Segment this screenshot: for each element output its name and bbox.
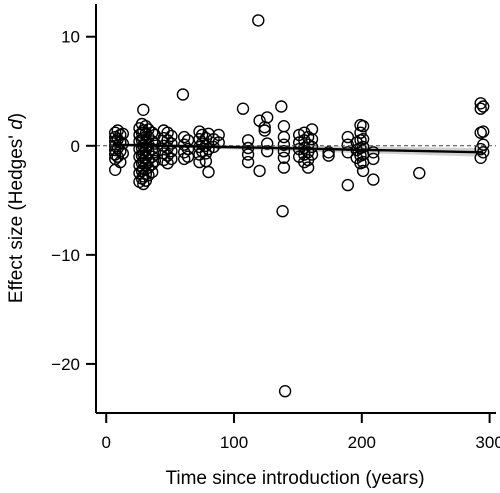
data-point [236, 102, 250, 115]
data-point [212, 128, 225, 142]
data-point [177, 130, 191, 144]
data-point [275, 100, 288, 113]
data-point [114, 155, 127, 169]
data-point [148, 146, 162, 159]
data-point [145, 142, 159, 156]
data-point [176, 88, 190, 101]
data-point [277, 144, 291, 158]
data-point [477, 138, 490, 151]
data-point [261, 111, 274, 124]
data-point [142, 168, 155, 182]
data-point [298, 126, 311, 139]
data-point [202, 165, 215, 179]
data-point [277, 151, 291, 165]
data-point [199, 154, 213, 168]
data-point [341, 146, 354, 159]
data-point [253, 164, 266, 178]
data-point [277, 138, 291, 151]
data-point [148, 137, 162, 150]
data-point [161, 126, 174, 139]
data-point [241, 134, 255, 147]
data-point [356, 164, 370, 178]
data-point [341, 178, 354, 192]
data-point [161, 141, 174, 155]
data-point [367, 146, 380, 159]
data-point [241, 155, 255, 169]
data-point [181, 150, 195, 163]
x-tick-label: 0 [101, 433, 110, 452]
y-tick-label: −20 [51, 355, 80, 374]
data-point [298, 134, 311, 147]
data-point [367, 152, 380, 166]
y-axis-title: Effect size (Hedges' d) [6, 113, 27, 303]
data-point [305, 132, 319, 146]
data-point [157, 153, 170, 167]
points-group [108, 14, 490, 398]
data-point [477, 100, 490, 113]
x-tick-labels: 0 100 200 300 [101, 433, 500, 452]
data-point [145, 158, 159, 171]
data-point [341, 130, 354, 144]
y-tick-labels: −20 −10 0 10 [51, 28, 80, 374]
data-point [356, 119, 370, 133]
data-point [142, 146, 155, 159]
data-point [367, 173, 380, 186]
data-point [142, 153, 155, 167]
data-point [142, 130, 155, 144]
data-point [165, 137, 178, 150]
data-point [474, 102, 487, 115]
data-point [165, 152, 178, 166]
data-point [195, 128, 209, 142]
data-point [413, 166, 426, 180]
data-point [193, 125, 206, 138]
data-point [277, 130, 291, 144]
data-point [474, 97, 487, 110]
trend-line [112, 143, 484, 154]
data-point [177, 138, 191, 151]
data-point [116, 147, 130, 160]
data-point [165, 129, 178, 143]
data-point [181, 142, 195, 156]
y-axis-title-close: ) [6, 113, 27, 119]
data-point [305, 123, 319, 136]
x-tick-label: 100 [220, 433, 248, 452]
data-point [322, 146, 335, 159]
data-point [161, 149, 174, 162]
data-point [139, 174, 153, 187]
data-point [356, 132, 370, 146]
data-point [277, 119, 291, 133]
y-tick-label: 0 [71, 137, 80, 156]
data-point [252, 14, 265, 27]
y-axis-title-main: Effect size (Hedges' [6, 130, 27, 303]
y-axis-title-italic: d [6, 118, 27, 130]
data-point [161, 156, 174, 170]
data-point [356, 140, 370, 154]
data-point [278, 385, 292, 398]
data-point [276, 204, 289, 218]
data-point [108, 163, 122, 177]
data-point [241, 148, 255, 161]
data-point [305, 140, 319, 154]
axes-group [86, 4, 496, 423]
data-point [142, 161, 155, 174]
data-point [277, 161, 291, 174]
data-point [116, 127, 130, 141]
y-tick-label: 10 [61, 28, 80, 47]
data-point [258, 124, 271, 137]
data-point [301, 161, 315, 174]
x-axis-title: Time since introduction (years) [165, 468, 424, 489]
data-point [137, 103, 150, 117]
data-point [261, 137, 274, 150]
trend-group [112, 143, 484, 154]
data-point [477, 125, 490, 138]
x-tick-label: 200 [348, 433, 376, 452]
data-point [354, 126, 367, 139]
x-tick-label: 300 [475, 433, 500, 452]
data-point [148, 154, 162, 168]
y-tick-label: −10 [51, 246, 80, 265]
